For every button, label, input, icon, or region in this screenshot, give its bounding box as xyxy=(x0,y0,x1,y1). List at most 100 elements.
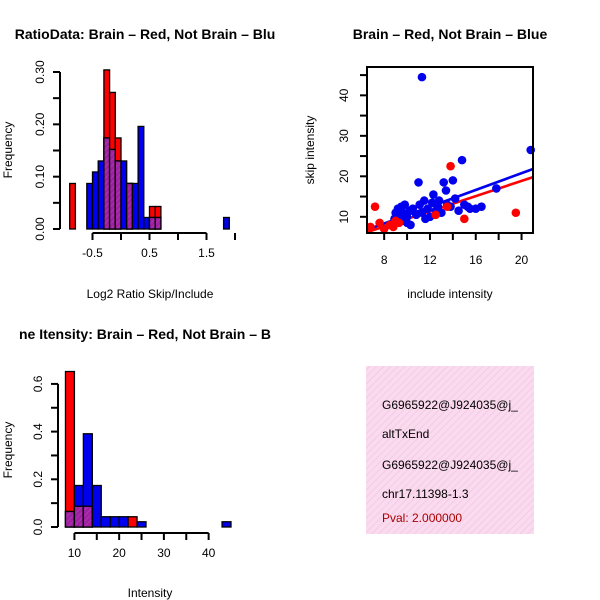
intensity-histogram-bar-brain xyxy=(127,516,138,528)
scatter-point-brain xyxy=(511,208,521,218)
intensity-histogram-y-tick-label: 0.0 xyxy=(31,518,45,535)
intensity-scatter-panel: Brain – Red, Not Brain – Blue 8 12 16 20 10 2… xyxy=(303,26,547,301)
scatter-point-not-brain xyxy=(429,190,438,199)
scatter-ylabel: skip intensity xyxy=(303,116,317,185)
ratio-histogram-axes: -0.5 0.5 1.5 0.00 0.10 0.20 0.30 xyxy=(33,60,236,260)
info-panel: G6965922@J924035@j_ altTxEnd G6965922@J9… xyxy=(366,366,534,534)
scatter-point-not-brain xyxy=(398,208,407,218)
scatter-x-tick-label: 20 xyxy=(515,253,529,267)
scatter-point-not-brain xyxy=(417,72,427,82)
ratio-histogram-y-tick-label: 0.20 xyxy=(33,112,47,136)
ratio-histogram-bar-not-brain xyxy=(137,125,145,230)
scatter-point-brain xyxy=(366,222,375,232)
ratio-histogram-bar-overlap xyxy=(154,216,162,230)
scatter-point-not-brain xyxy=(400,200,410,209)
intensity-histogram-ylabel: Frequency xyxy=(1,422,15,479)
scatter-point-brain xyxy=(442,202,452,211)
scatter-point-brain xyxy=(370,202,380,211)
scatter-point-not-brain xyxy=(448,176,458,185)
scatter-point-not-brain xyxy=(477,202,486,211)
intensity-histogram-xlabel: Intensity xyxy=(128,586,173,600)
intensity-histogram-bar-not-brain xyxy=(136,521,147,528)
ratio-histogram-bar-overlap xyxy=(103,137,111,230)
info-pval: Pval: 2.000000 xyxy=(382,511,462,525)
intensity-histogram-bar-brain xyxy=(64,370,76,528)
scatter-point-brain xyxy=(460,214,469,224)
scatter-points xyxy=(366,72,536,234)
intensity-histogram-y-tick-label: 0.2 xyxy=(31,471,45,488)
scatter-point-brain xyxy=(446,161,455,171)
scatter-x-tick-label: 16 xyxy=(469,253,483,267)
intensity-histogram-x-tick-label: 30 xyxy=(157,546,171,560)
scatter-point-not-brain xyxy=(454,206,463,216)
scatter-point-not-brain xyxy=(419,196,429,205)
info-event-id-2: G6965922@J924035@j_ xyxy=(382,458,518,472)
scatter-point-not-brain xyxy=(450,194,460,203)
scatter-x-tick-label: 12 xyxy=(423,253,437,267)
intensity-histogram-bar-overlap xyxy=(82,505,93,528)
intensity-histogram-bar-not-brain xyxy=(109,516,120,528)
intensity-histogram-bar-overlap xyxy=(64,510,76,528)
scatter-point-not-brain xyxy=(492,184,501,193)
info-box xyxy=(366,366,534,534)
scatter-point-not-brain xyxy=(439,178,449,187)
scatter-point-brain xyxy=(375,218,384,228)
scatter-axes: 8 12 16 20 10 20 30 40 xyxy=(337,66,534,267)
intensity-histogram-title: ne Itensity: Brain – Red, Not Brain – B xyxy=(19,326,271,342)
ratio-histogram-title: RatioData: Brain – Red, Not Brain – Blu xyxy=(15,26,276,42)
intensity-histogram-bars xyxy=(64,370,232,528)
ratio-histogram-y-tick-label: 0.30 xyxy=(33,60,47,84)
ratio-histogram-bar-not-brain xyxy=(222,216,230,230)
scatter-title: Brain – Red, Not Brain – Blue xyxy=(353,26,548,42)
scatter-point-not-brain xyxy=(441,186,451,195)
scatter-point-not-brain xyxy=(423,204,432,214)
ratio-histogram-bars xyxy=(69,69,230,230)
ratio-histogram-bar-overlap xyxy=(126,182,134,230)
ratio-histogram-bar-not-brain xyxy=(86,182,94,230)
scatter-xlabel: include intensity xyxy=(407,287,492,301)
ratio-histogram-bar-overlap xyxy=(108,148,116,230)
intensity-histogram-bar-not-brain xyxy=(221,521,232,528)
ratio-histogram-x-tick-label: 1.5 xyxy=(198,246,215,260)
scatter-point-brain xyxy=(431,210,440,220)
scatter-y-tick-label: 40 xyxy=(337,88,351,102)
scatter-y-tick-label: 20 xyxy=(337,169,351,183)
scatter-point-not-brain xyxy=(457,155,467,165)
ratio-histogram-ylabel: Frequency xyxy=(1,122,15,179)
scatter-point-not-brain xyxy=(434,196,444,205)
info-event-id: G6965922@J924035@j_ xyxy=(382,398,518,412)
ratio-histogram-bar-not-brain xyxy=(143,216,151,230)
intensity-histogram-x-tick-label: 10 xyxy=(68,546,82,560)
info-location: chr17.11398-1.3 xyxy=(382,487,469,501)
intensity-histogram-y-tick-label: 0.4 xyxy=(31,423,45,440)
scatter-point-not-brain xyxy=(402,218,412,228)
scatter-point-not-brain xyxy=(414,178,423,187)
scatter-frame xyxy=(366,66,534,234)
intensity-histogram-bar-not-brain xyxy=(100,516,111,528)
intensity-histogram-bar-not-brain xyxy=(91,484,102,528)
scatter-x-tick-label: 8 xyxy=(381,253,388,267)
ratio-histogram-bar-not-brain xyxy=(91,171,99,230)
scatter-point-brain xyxy=(394,218,404,228)
ratio-histogram-xlabel: Log2 Ratio Skip/Include xyxy=(87,287,214,301)
ratio-histogram-y-tick-label: 0.00 xyxy=(33,217,47,241)
ratio-histogram-bar-not-brain xyxy=(131,182,139,230)
info-event-type: altTxEnd xyxy=(382,427,429,441)
intensity-histogram-axes: 10 20 30 40 0.0 0.2 0.4 0.6 xyxy=(31,375,216,560)
intensity-histogram-x-tick-label: 40 xyxy=(202,546,216,560)
ratio-histogram-panel: RatioData: Brain – Red, Not Brain – Blu … xyxy=(1,26,275,301)
ratio-histogram-bar-not-brain xyxy=(120,160,128,230)
ratio-histogram-bar-brain xyxy=(69,182,77,230)
intensity-histogram-bar-not-brain xyxy=(118,516,129,528)
scatter-y-tick-label: 10 xyxy=(337,210,351,224)
intensity-histogram-y-tick-label: 0.6 xyxy=(31,375,45,392)
scatter-y-tick-label: 30 xyxy=(337,129,351,143)
intensity-histogram-x-tick-label: 20 xyxy=(112,546,126,560)
ratio-histogram-x-tick-label: 0.5 xyxy=(141,246,158,260)
ratio-histogram-y-tick-label: 0.10 xyxy=(33,165,47,189)
ratio-histogram-bar-overlap xyxy=(148,216,156,230)
ratio-histogram-bar-overlap xyxy=(114,160,122,230)
ratio-histogram-bar-not-brain xyxy=(97,160,105,230)
intensity-histogram-panel: ne Itensity: Brain – Red, Not Brain – B … xyxy=(1,326,271,600)
